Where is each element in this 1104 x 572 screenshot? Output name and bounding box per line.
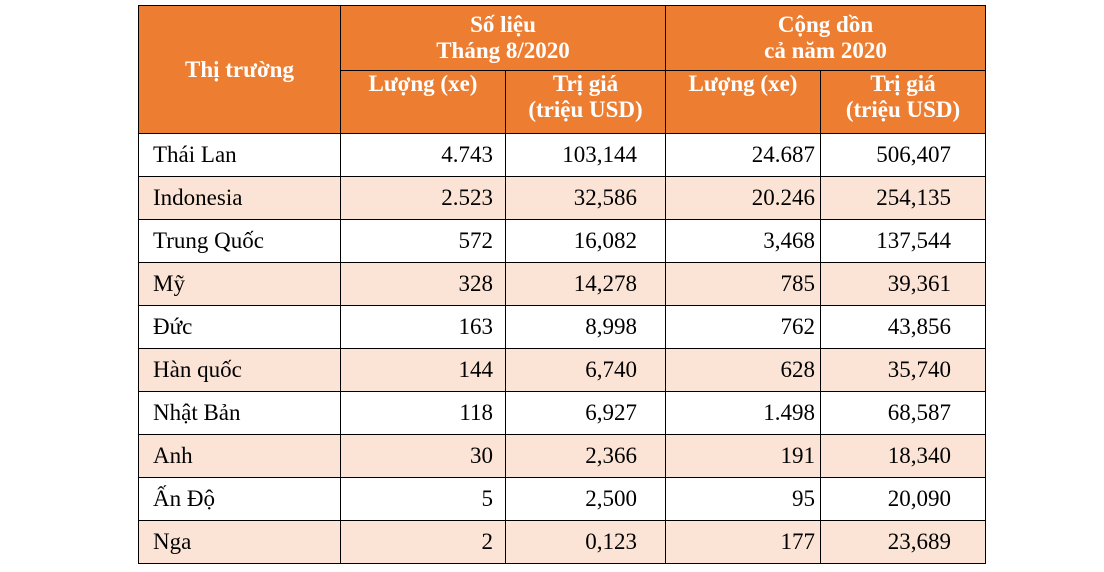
value-cell: 0,123	[505, 520, 666, 564]
market-cell: Nga	[138, 520, 341, 564]
table-row: Đức 163 8,998 762 43,856	[138, 305, 986, 349]
market-cell: Indonesia	[138, 176, 341, 220]
table-row: Thái Lan 4.743 103,144 24.687 506,407	[138, 133, 986, 177]
value-cell: 95	[665, 477, 821, 521]
header-line: Cộng dồn	[777, 12, 874, 37]
value-cell: 24.687	[665, 133, 821, 177]
market-cell: Ấn Độ	[138, 477, 341, 521]
value-cell: 2,500	[505, 477, 666, 521]
table-row: Indonesia 2.523 32,586 20.246 254,135	[138, 176, 986, 220]
data-table: Thị trường Số liệu Tháng 8/2020 Cộng dồn cả …	[138, 5, 986, 564]
value-cell: 191	[665, 434, 821, 478]
header-line: Trị giá	[870, 71, 936, 96]
value-cell: 163	[340, 305, 506, 349]
header-cell: Lượng (xe)	[340, 70, 506, 134]
header-line: Trị giá	[552, 71, 619, 96]
header-line: cả năm 2020	[764, 38, 887, 63]
value-cell: 785	[665, 262, 821, 306]
table-row: Anh 30 2,366 191 18,340	[138, 434, 986, 478]
market-cell: Nhật Bản	[138, 391, 341, 435]
table-row: Nga 2 0,123 177 23,689	[138, 520, 986, 564]
value-cell: 30	[340, 434, 506, 478]
value-cell: 1.498	[665, 391, 821, 435]
market-cell: Hàn quốc	[138, 348, 341, 392]
market-cell: Thái Lan	[138, 133, 341, 177]
market-cell: Mỹ	[138, 262, 341, 306]
header-cell: Thị trường	[138, 5, 341, 134]
value-cell: 137,544	[820, 219, 986, 263]
value-cell: 506,407	[820, 133, 986, 177]
value-cell: 23,689	[820, 520, 986, 564]
value-cell: 35,740	[820, 348, 986, 392]
header-line: Lượng (xe)	[368, 71, 478, 96]
header-line: (triệu USD)	[845, 97, 961, 122]
value-cell: 39,361	[820, 262, 986, 306]
header-line: (triệu USD)	[528, 97, 643, 122]
header-line: Lượng (xe)	[688, 71, 798, 96]
table-row: Hàn quốc 144 6,740 628 35,740	[138, 348, 986, 392]
value-cell: 16,082	[505, 219, 666, 263]
value-cell: 2.523	[340, 176, 506, 220]
header-cell: Trị giá (triệu USD)	[505, 70, 666, 134]
table-row: Nhật Bản 118 6,927 1.498 68,587	[138, 391, 986, 435]
header-line: Tháng 8/2020	[436, 38, 570, 63]
value-cell: 118	[340, 391, 506, 435]
table-row: Trung Quốc 572 16,082 3,468 137,544	[138, 219, 986, 263]
value-cell: 103,144	[505, 133, 666, 177]
header-group: Cộng dồn cả năm 2020	[665, 5, 986, 71]
value-cell: 572	[340, 219, 506, 263]
value-cell: 20,090	[820, 477, 986, 521]
value-cell: 254,135	[820, 176, 986, 220]
value-cell: 628	[665, 348, 821, 392]
header-group: Số liệu Tháng 8/2020	[340, 5, 666, 71]
market-cell: Đức	[138, 305, 341, 349]
value-cell: 2	[340, 520, 506, 564]
value-cell: 328	[340, 262, 506, 306]
value-cell: 4.743	[340, 133, 506, 177]
value-cell: 762	[665, 305, 821, 349]
table-row: Ấn Độ 5 2,500 95 20,090	[138, 477, 986, 521]
value-cell: 8,998	[505, 305, 666, 349]
header-cell: Lượng (xe)	[665, 70, 821, 134]
market-cell: Anh	[138, 434, 341, 478]
value-cell: 5	[340, 477, 506, 521]
value-cell: 6,927	[505, 391, 666, 435]
value-cell: 177	[665, 520, 821, 564]
value-cell: 3,468	[665, 219, 821, 263]
table-row: Mỹ 328 14,278 785 39,361	[138, 262, 986, 306]
value-cell: 144	[340, 348, 506, 392]
market-cell: Trung Quốc	[138, 219, 341, 263]
value-cell: 2,366	[505, 434, 666, 478]
value-cell: 6,740	[505, 348, 666, 392]
value-cell: 32,586	[505, 176, 666, 220]
value-cell: 43,856	[820, 305, 986, 349]
value-cell: 18,340	[820, 434, 986, 478]
value-cell: 68,587	[820, 391, 986, 435]
header-line: Số liệu	[470, 12, 536, 37]
header-cell: Trị giá (triệu USD)	[820, 70, 986, 134]
value-cell: 14,278	[505, 262, 666, 306]
value-cell: 20.246	[665, 176, 821, 220]
